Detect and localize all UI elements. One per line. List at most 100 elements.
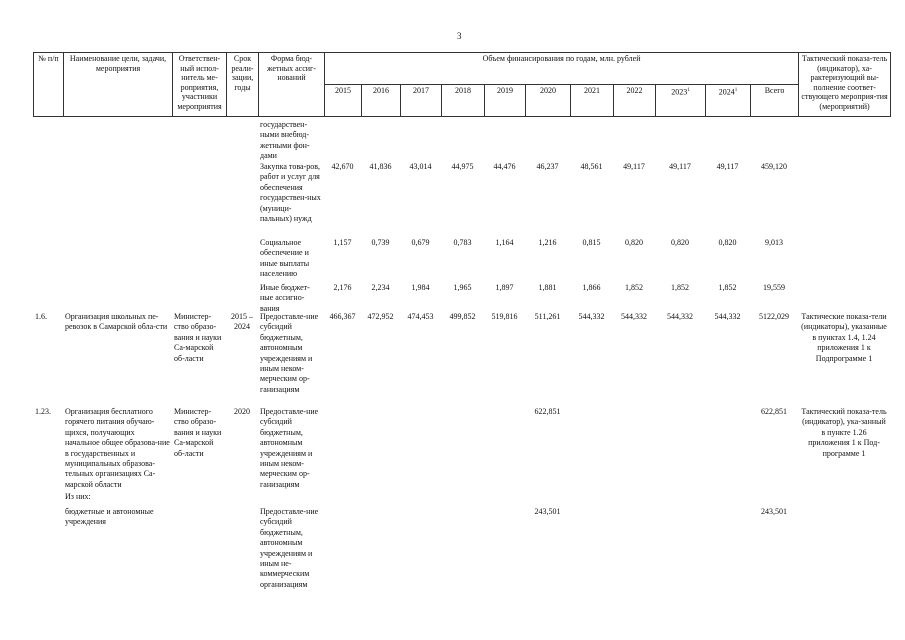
value-cell [613, 507, 655, 590]
row-indicator [798, 507, 890, 590]
year-label: 2017 [413, 86, 429, 95]
row-number [33, 507, 63, 590]
value-cell: 1,881 [538, 283, 557, 292]
value-cell: 544,332 [578, 312, 605, 321]
header-year-2024: 20241 [705, 84, 751, 117]
row-responsible [172, 283, 226, 314]
value-cell: 0,820 [718, 238, 737, 247]
value-cell [655, 120, 705, 162]
value-cell: 49,117 [623, 162, 645, 171]
value-cell: 0,783 [453, 238, 472, 247]
row-name: Организация школьных пе-ревозок в Самарс… [65, 312, 168, 332]
row-form: Предоставле-ние субсидий бюджетным, авто… [260, 312, 319, 394]
header-total: Всего [749, 84, 800, 117]
row-term [226, 162, 258, 224]
value-cell: 0,679 [411, 238, 430, 247]
value-cell [525, 492, 570, 502]
value-cell [705, 120, 750, 162]
table-row: государствен-ными внебюд-жетными фон-дам… [33, 120, 890, 162]
row-term [226, 507, 258, 590]
year-label: 2021 [584, 86, 600, 95]
value-cell [705, 492, 750, 502]
year-label: 2019 [497, 86, 513, 95]
row-indicator [798, 162, 890, 224]
value-cell: 519,816 [491, 312, 518, 321]
value-cell [613, 407, 655, 490]
row-responsible [172, 238, 226, 280]
value-cell [441, 407, 484, 490]
row-responsible: Министер-ство образо-вания и науки Са-ма… [174, 312, 222, 363]
total-cell: 243,501 [761, 507, 787, 516]
year-label: 2022 [626, 86, 643, 95]
row-indicator: Тактический показа-тель (индикатор), ука… [801, 407, 887, 458]
value-cell [441, 492, 484, 502]
value-cell [570, 407, 613, 490]
table-row: Иные бюджет-ные ассигно-вания 2,176 2,234 1… [33, 283, 890, 314]
table-row: бюджетные и автономные учреждения Предост… [33, 507, 890, 590]
value-cell [324, 120, 361, 162]
header-form: Форма бюд-жетных ассиг-нований [258, 52, 325, 117]
row-responsible [172, 492, 226, 502]
footnote-mark: 1 [687, 88, 690, 93]
header-year-2018: 2018 [441, 84, 485, 117]
value-cell: 1,852 [625, 283, 643, 292]
value-cell [655, 507, 705, 590]
table-row: Из них: [33, 492, 890, 502]
row-form: Предоставле-ние субсидий бюджетным, авто… [260, 407, 319, 489]
value-cell: 1,866 [582, 283, 601, 292]
row-form: Предоставле-ние субсидий бюджетным, авто… [260, 507, 319, 589]
value-cell [655, 492, 705, 502]
header-term: Срок реали-зации, годы [226, 52, 259, 117]
value-cell [613, 492, 655, 502]
value-cell: 43,014 [409, 162, 432, 171]
value-cell [484, 120, 525, 162]
page-number: 3 [457, 31, 462, 41]
header-funding: Объем финансирования по годам, млн. рубл… [323, 52, 800, 85]
row-responsible [172, 120, 226, 162]
value-cell: 544,332 [714, 312, 741, 321]
total-cell: 459,120 [761, 162, 787, 171]
row-name: бюджетные и автономные учреждения [65, 507, 154, 527]
value-cell: 49,117 [669, 162, 691, 171]
total-cell [750, 120, 798, 162]
header-year-2020: 2020 [525, 84, 571, 117]
value-cell: 0,739 [371, 238, 390, 247]
value-cell: 0,820 [625, 238, 643, 247]
row-name: Организация бесплатного горячего питания… [65, 407, 170, 489]
row-indicator [798, 120, 890, 162]
row-indicator: Тактические показа-тели (индикаторы), ук… [801, 312, 887, 363]
value-cell [324, 492, 361, 502]
value-cell: 472,952 [367, 312, 394, 321]
value-cell: 1,157 [333, 238, 352, 247]
total-cell: 19,559 [763, 283, 785, 292]
value-cell: 48,561 [580, 162, 603, 171]
value-cell [484, 407, 525, 490]
value-cell: 1,897 [495, 283, 514, 292]
value-cell: 243,501 [534, 507, 561, 516]
row-term [226, 283, 258, 314]
header-year-2022: 2022 [613, 84, 656, 117]
value-cell: 622,851 [534, 407, 561, 416]
value-cell: 49,117 [716, 162, 739, 171]
row-term [226, 238, 258, 280]
value-cell [705, 407, 750, 490]
year-label: 2024 [718, 87, 735, 97]
row-name [63, 283, 172, 314]
value-cell: 544,332 [621, 312, 647, 321]
year-label: 2018 [455, 86, 471, 95]
value-cell [361, 492, 400, 502]
value-cell [361, 407, 400, 490]
row-number [33, 120, 63, 162]
value-cell: 0,820 [671, 238, 689, 247]
value-cell [613, 120, 655, 162]
value-cell [400, 507, 441, 590]
value-cell [484, 492, 525, 502]
header-name: Наименование цели, задачи, мероприятия [63, 52, 173, 117]
footnote-mark: 1 [734, 88, 738, 93]
value-cell: 511,261 [534, 312, 561, 321]
value-cell: 2,176 [333, 283, 352, 292]
row-term [226, 492, 258, 502]
total-cell: 622,851 [761, 407, 787, 416]
value-cell [525, 120, 570, 162]
